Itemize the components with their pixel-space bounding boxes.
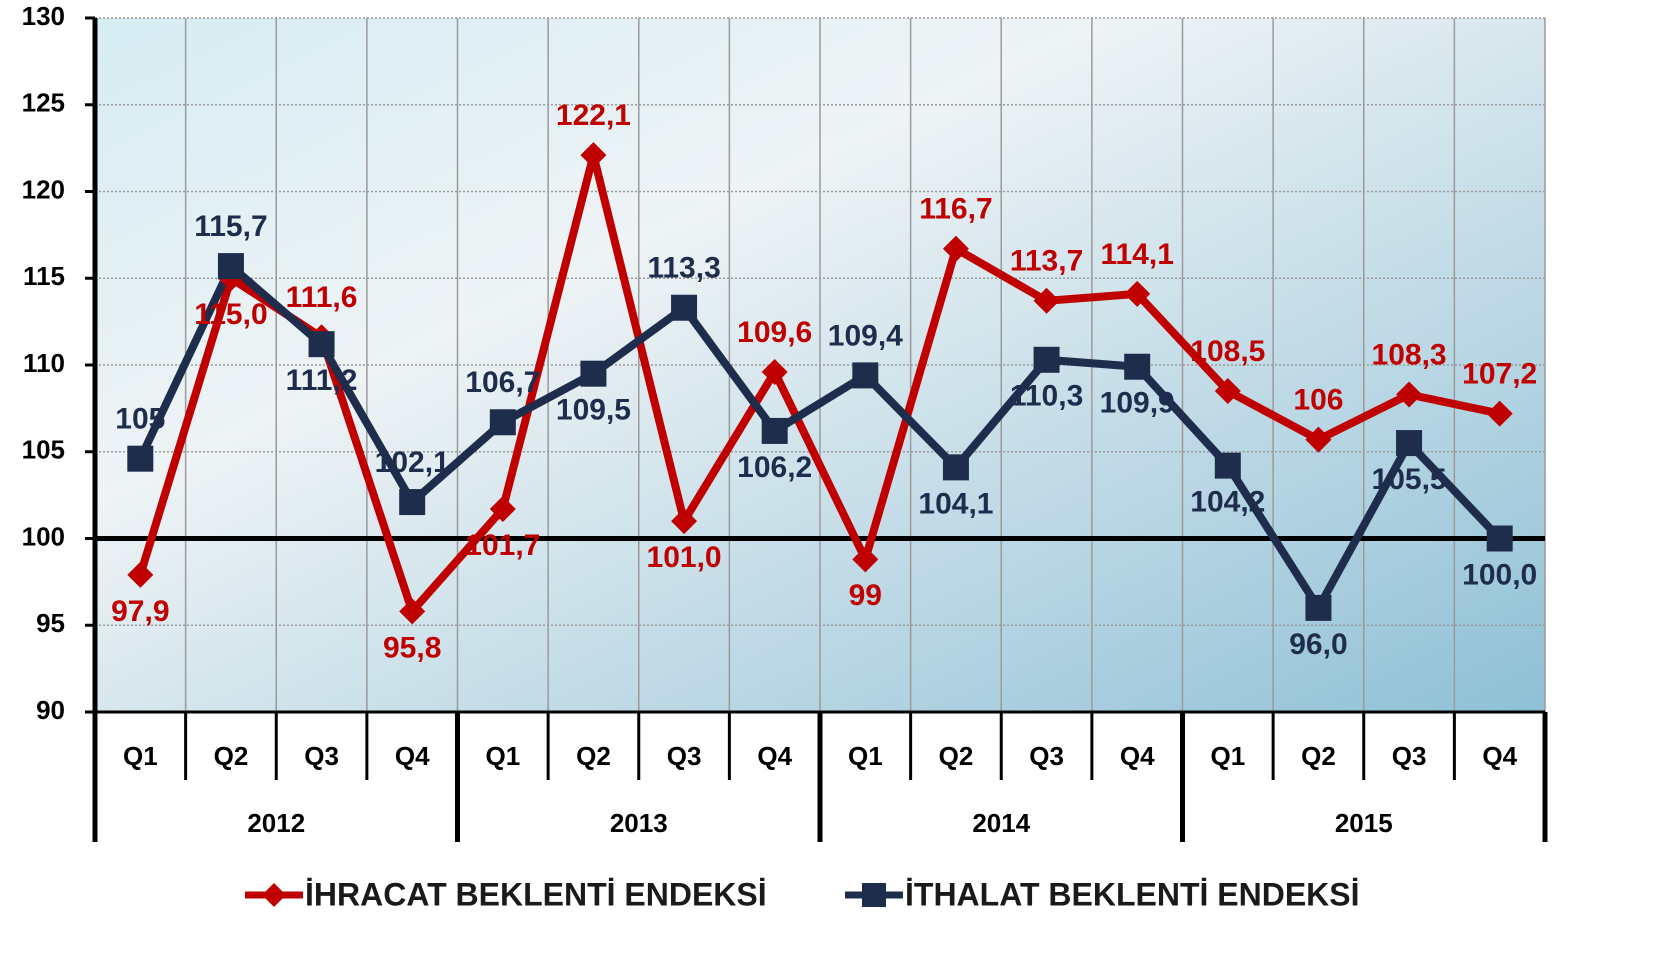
- point-marker: [1305, 426, 1332, 453]
- data-label: 105: [115, 403, 165, 436]
- y-tick-label: 125: [22, 88, 65, 118]
- point-marker: [1124, 280, 1151, 307]
- y-tick-label: 100: [22, 521, 65, 551]
- data-label: 116,7: [919, 193, 992, 226]
- x-tick-label: Q2: [1301, 741, 1336, 771]
- y-tick-label: 115: [23, 261, 65, 291]
- point-marker: [1396, 381, 1423, 408]
- point-marker: [1214, 378, 1241, 405]
- data-label: 114,1: [1100, 238, 1173, 271]
- data-label: 106,7: [465, 366, 540, 399]
- point-marker: [1486, 525, 1513, 552]
- legend-marker: [862, 883, 886, 907]
- point-marker: [671, 508, 698, 535]
- point-marker: [942, 454, 969, 481]
- point-marker: [127, 561, 154, 588]
- point-marker: [217, 253, 244, 280]
- x-tick-label: Q2: [576, 741, 611, 771]
- data-label: 104,2: [1190, 486, 1265, 519]
- data-label: 111,2: [286, 364, 358, 397]
- y-tick-label: 105: [22, 435, 65, 465]
- data-label: 110,3: [1010, 380, 1083, 413]
- data-label: 96,0: [1289, 628, 1347, 661]
- point-marker: [761, 358, 788, 385]
- data-label: 108,5: [1190, 335, 1265, 368]
- point-marker: [308, 331, 335, 358]
- legend-marker: [262, 883, 286, 907]
- x-tick-label: Q4: [1482, 741, 1517, 771]
- x-tick-label: Q3: [304, 741, 339, 771]
- data-label: 95,8: [383, 631, 441, 664]
- data-label: 115,7: [194, 210, 267, 243]
- data-label: 105,5: [1372, 463, 1447, 496]
- x-tick-label: Q2: [939, 741, 974, 771]
- x-group-label: 2014: [972, 808, 1030, 838]
- data-label: 109,4: [828, 319, 903, 352]
- data-label: 115,0: [194, 298, 267, 331]
- x-tick-label: Q2: [214, 741, 249, 771]
- point-marker: [489, 409, 516, 436]
- x-tick-label: Q4: [757, 741, 792, 771]
- data-label: 122,1: [556, 99, 631, 132]
- x-tick-label: Q3: [1029, 741, 1064, 771]
- data-label: 113,7: [1010, 245, 1083, 278]
- point-marker: [1486, 400, 1513, 427]
- x-tick-label: Q3: [667, 741, 702, 771]
- data-label: 107,2: [1462, 358, 1537, 391]
- x-tick-label: Q1: [1210, 741, 1245, 771]
- point-marker: [399, 489, 426, 516]
- data-label: 101,7: [465, 529, 540, 562]
- point-marker: [1396, 430, 1423, 457]
- data-label: 99: [849, 579, 882, 612]
- x-tick-label: Q4: [1120, 741, 1155, 771]
- point-marker: [852, 546, 879, 573]
- data-label: 102,1: [375, 446, 450, 479]
- data-label: 109,6: [737, 316, 812, 349]
- point-marker: [942, 235, 969, 262]
- y-tick-label: 90: [36, 695, 65, 725]
- point-marker: [1214, 452, 1241, 479]
- data-label: 111,6: [286, 281, 358, 314]
- x-group-label: 2012: [247, 808, 305, 838]
- legend-label: İTHALAT BEKLENTİ ENDEKSİ: [905, 876, 1360, 912]
- point-marker: [580, 360, 607, 387]
- series-line: [136, 151, 1501, 616]
- data-label: 106,2: [737, 451, 812, 484]
- data-label: 108,3: [1372, 338, 1447, 371]
- point-marker: [852, 362, 879, 389]
- x-tick-label: Q4: [395, 741, 430, 771]
- data-label: 100,0: [1462, 558, 1537, 591]
- y-tick-label: 95: [36, 608, 65, 638]
- data-label: 104,1: [918, 487, 993, 520]
- data-label: 113,3: [647, 252, 720, 285]
- point-marker: [399, 598, 426, 625]
- point-marker: [580, 142, 607, 169]
- point-marker: [1124, 353, 1151, 380]
- point-marker: [761, 417, 788, 444]
- point-marker: [489, 496, 516, 523]
- point-marker: [671, 294, 698, 321]
- data-label: 106: [1293, 384, 1343, 417]
- data-label: 109,5: [556, 394, 631, 427]
- x-tick-label: Q1: [123, 741, 158, 771]
- point-marker: [1305, 594, 1332, 621]
- series-line: [136, 262, 1503, 612]
- x-tick-label: Q1: [485, 741, 520, 771]
- data-label: 101,0: [647, 541, 722, 574]
- x-tick-label: Q1: [848, 741, 883, 771]
- y-tick-label: 130: [22, 1, 65, 31]
- legend-label: İHRACAT BEKLENTİ ENDEKSİ: [305, 876, 767, 912]
- y-tick-label: 110: [23, 348, 65, 378]
- y-tick-label: 120: [22, 174, 65, 204]
- point-marker: [127, 445, 154, 472]
- data-label: 109,9: [1100, 387, 1175, 420]
- x-tick-label: Q3: [1392, 741, 1427, 771]
- point-marker: [1033, 346, 1060, 373]
- data-label: 97,9: [111, 595, 169, 628]
- x-group-label: 2013: [610, 808, 668, 838]
- x-group-label: 2015: [1335, 808, 1393, 838]
- point-marker: [1033, 287, 1060, 314]
